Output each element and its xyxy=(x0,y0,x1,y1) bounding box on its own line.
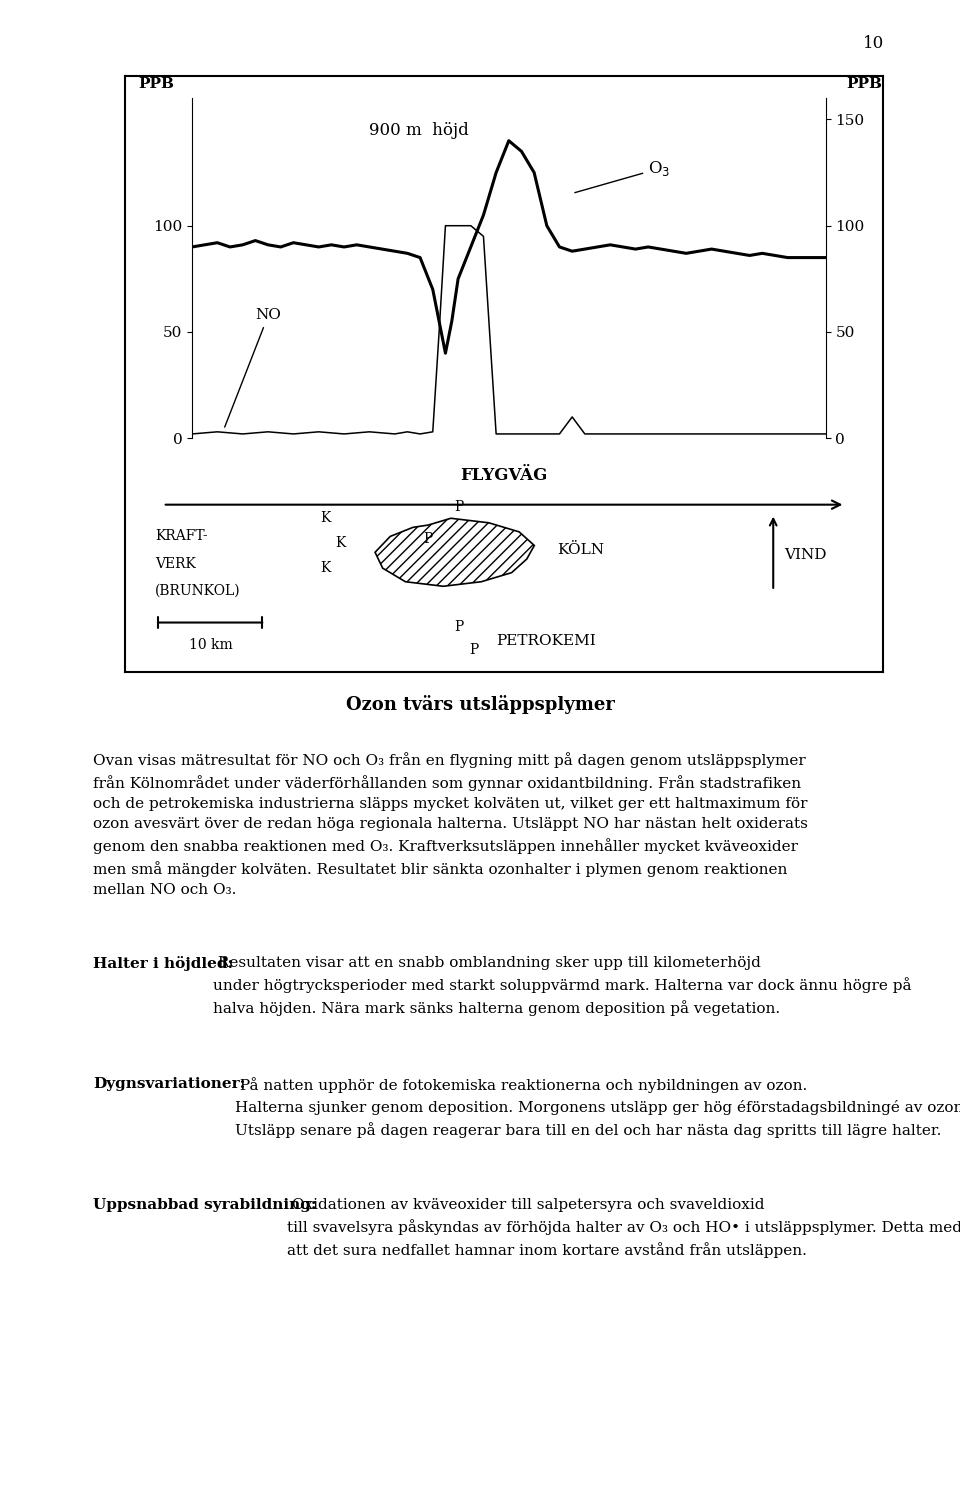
Text: FLYGVÄG: FLYGVÄG xyxy=(460,467,548,484)
Text: KRAFT-: KRAFT- xyxy=(156,529,207,544)
Text: Resultaten visar att en snabb omblandning sker upp till kilometerhöjd
under högt: Resultaten visar att en snabb omblandnin… xyxy=(213,956,912,1017)
Text: P: P xyxy=(423,532,433,545)
Text: 900 m  höjd: 900 m höjd xyxy=(370,122,469,139)
Text: 10 km: 10 km xyxy=(188,638,232,653)
Text: Ovan visas mätresultat för NO och O₃ från en flygning mitt på dagen genom utsläp: Ovan visas mätresultat för NO och O₃ frå… xyxy=(93,752,808,898)
Text: P: P xyxy=(454,620,463,635)
Text: VERK: VERK xyxy=(156,556,196,571)
Text: P: P xyxy=(469,642,478,657)
Text: Ozon tvärs utsläppsplymer: Ozon tvärs utsläppsplymer xyxy=(346,695,614,715)
Text: PETROKEMI: PETROKEMI xyxy=(496,633,596,648)
Text: Uppsnabbad syrabildning:: Uppsnabbad syrabildning: xyxy=(93,1198,317,1212)
Text: VIND: VIND xyxy=(784,547,828,562)
Text: K: K xyxy=(321,511,331,526)
Text: På natten upphör de fotokemiska reaktionerna och nybildningen av ozon.
Halterna : På natten upphör de fotokemiska reaktion… xyxy=(235,1077,960,1138)
Text: PPB: PPB xyxy=(138,77,174,91)
Text: K: K xyxy=(321,561,331,576)
Text: NO: NO xyxy=(225,308,281,428)
Text: PPB: PPB xyxy=(847,77,882,91)
Text: KÖLN: KÖLN xyxy=(557,542,604,558)
Text: Halter i höjdled:: Halter i höjdled: xyxy=(93,956,233,972)
Text: Oxidationen av kväveoxider till salpetersyra och svaveldioxid
till svavelsyra på: Oxidationen av kväveoxider till salpeter… xyxy=(287,1198,960,1259)
Text: P: P xyxy=(454,500,463,514)
Text: (BRUNKOL): (BRUNKOL) xyxy=(156,583,241,598)
Polygon shape xyxy=(375,518,535,586)
Text: Dygnsvariationer:: Dygnsvariationer: xyxy=(93,1077,246,1091)
Text: 10: 10 xyxy=(863,35,884,53)
Text: K: K xyxy=(336,536,347,550)
Text: O$_3$: O$_3$ xyxy=(575,159,670,192)
